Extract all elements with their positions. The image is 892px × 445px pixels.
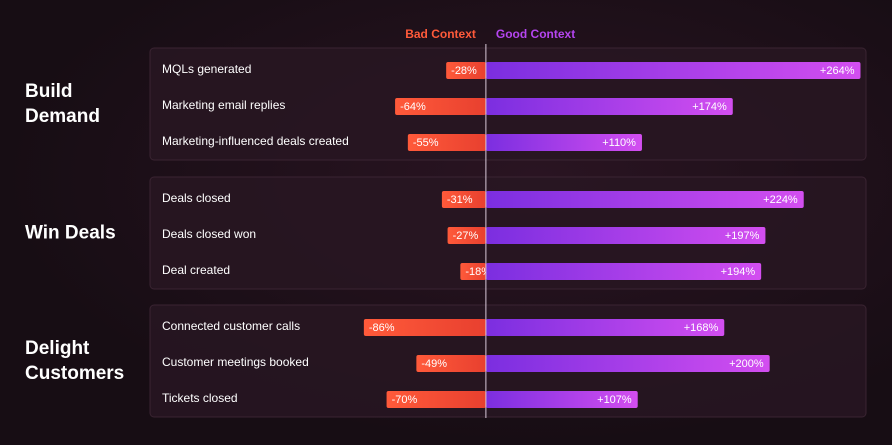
category-label: Customer meetings booked [162,355,309,369]
bar [460,263,486,280]
bar [485,227,766,244]
bar [386,391,486,408]
bar [447,227,486,244]
value-label: +197% [725,230,760,242]
value-label: -31% [447,194,473,206]
bar [485,98,733,115]
value-label: +224% [763,194,798,206]
group-label: Build Demand [25,81,100,127]
bar [485,62,861,79]
value-label: +110% [602,137,636,149]
legend-label: Good Context [496,27,575,41]
category-label: Marketing-influenced deals created [162,134,349,148]
value-label: -70% [392,394,418,406]
value-label: -28% [451,65,477,77]
bar [485,134,642,151]
group-label: Win Deals [25,222,116,244]
value-label: -49% [421,358,447,370]
value-label: +194% [721,266,756,278]
bar [485,391,638,408]
category-label: Tickets closed [162,391,238,405]
bar [395,98,486,115]
value-label: -55% [413,137,439,149]
bar [485,319,725,336]
category-label: MQLs generated [162,62,251,76]
legend-label: Bad Context [405,27,476,41]
bar [446,62,486,79]
group-label: Delight Customers [25,338,125,384]
value-label: -64% [400,101,426,113]
value-label: +200% [729,358,764,370]
value-label: +174% [692,101,727,113]
bar [441,191,486,208]
bar [363,319,486,336]
category-label: Deals closed [162,191,231,205]
bar [485,355,770,372]
value-label: -86% [369,322,395,334]
bar [485,191,804,208]
value-label: +168% [684,322,719,334]
category-label: Deal created [162,263,230,277]
value-label: -27% [453,230,479,242]
category-label: Deals closed won [162,227,256,241]
category-label: Marketing email replies [162,98,285,112]
bar [485,263,762,280]
bar [407,134,486,151]
value-label: -18% [465,266,491,278]
value-label: +264% [820,65,855,77]
category-label: Connected customer calls [162,319,300,333]
value-label: +107% [597,394,632,406]
bar [416,355,486,372]
